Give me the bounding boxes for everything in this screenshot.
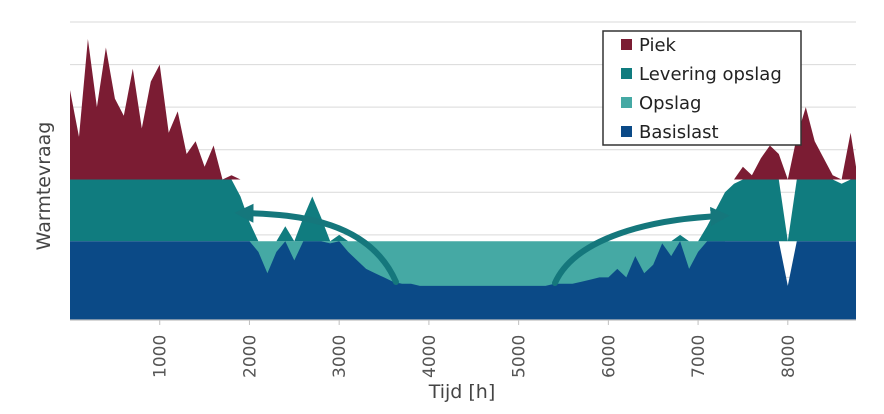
stacked-areas bbox=[70, 39, 856, 320]
legend-swatch bbox=[621, 97, 632, 108]
x-tick-label: 8000 bbox=[779, 335, 799, 378]
legend: Piek Levering opslag Opslag Basislast bbox=[602, 30, 802, 146]
arrow-left bbox=[234, 203, 399, 285]
legend-swatch bbox=[621, 126, 632, 137]
x-tick-label: 7000 bbox=[689, 335, 709, 378]
area-piek bbox=[70, 39, 856, 180]
x-tick-label: 3000 bbox=[330, 335, 350, 378]
area-levering-opslag bbox=[70, 179, 856, 242]
arrow-right bbox=[552, 206, 730, 286]
x-tick-label: 6000 bbox=[599, 335, 619, 378]
legend-label: Opslag bbox=[639, 93, 701, 114]
x-tick-label: 4000 bbox=[420, 335, 440, 378]
x-tick-labels: 1000 2000 3000 4000 5000 6000 7000 8000 bbox=[151, 320, 799, 378]
area-basislast bbox=[70, 241, 856, 320]
y-axis-title: Warmtevraag bbox=[33, 122, 55, 251]
legend-swatch bbox=[621, 68, 632, 79]
legend-swatch bbox=[621, 39, 632, 50]
x-tick-label: 2000 bbox=[240, 335, 260, 378]
legend-label: Piek bbox=[639, 35, 677, 56]
x-tick-label: 1000 bbox=[151, 335, 171, 378]
x-axis-title: Tijd [h] bbox=[428, 381, 496, 403]
legend-label: Levering opslag bbox=[639, 64, 782, 85]
arrows bbox=[234, 203, 730, 286]
x-tick-label: 5000 bbox=[510, 335, 530, 378]
legend-label: Basislast bbox=[639, 122, 719, 143]
legend-box bbox=[602, 30, 802, 146]
